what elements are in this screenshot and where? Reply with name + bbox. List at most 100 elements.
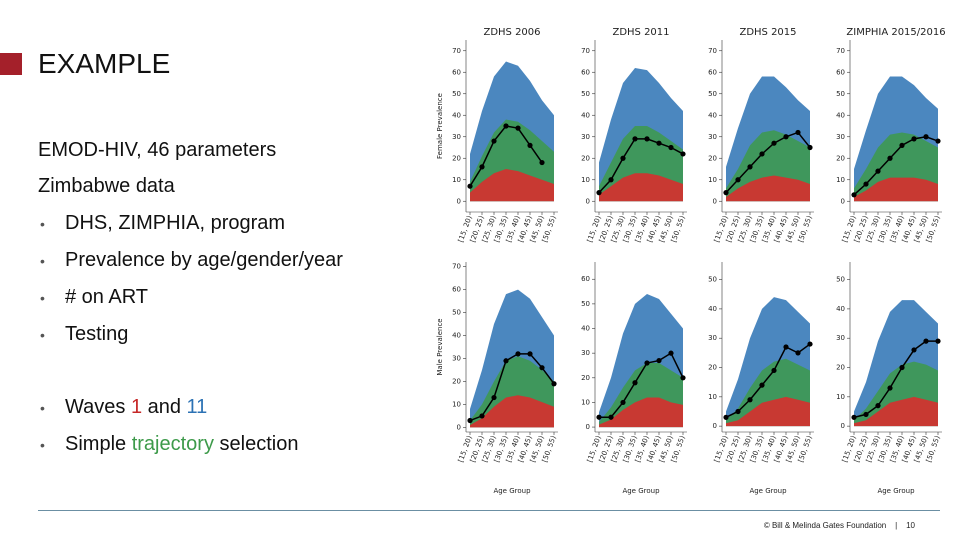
footer: © Bill & Melinda Gates Foundation | 10 xyxy=(764,521,915,530)
slide-title: EXAMPLE xyxy=(38,48,171,79)
observed-point xyxy=(851,414,857,420)
simulation-band xyxy=(726,175,810,202)
y-tick-label: 50 xyxy=(581,300,590,308)
observed-point xyxy=(723,414,729,420)
y-tick-label: 50 xyxy=(581,90,590,98)
y-tick-label: 30 xyxy=(581,349,590,357)
text-line: EMOD-HIV, 46 parameters xyxy=(38,139,277,161)
chart-title: ZDHS 2006 xyxy=(483,27,540,38)
y-tick-label: 10 xyxy=(708,176,717,184)
bullet: # on ART xyxy=(38,286,148,309)
y-tick-label: 60 xyxy=(452,68,461,76)
simulation-band xyxy=(599,397,683,428)
y-tick-label: 20 xyxy=(581,154,590,162)
observed-point xyxy=(759,382,765,388)
y-tick-label: 0 xyxy=(586,423,590,431)
y-tick-label: 30 xyxy=(452,133,461,141)
y-tick-label: 0 xyxy=(457,197,461,205)
observed-point xyxy=(935,138,941,144)
observed-point xyxy=(747,164,753,170)
observed-point xyxy=(479,413,485,419)
y-tick-label: 60 xyxy=(581,68,590,76)
page-number: 10 xyxy=(906,521,915,530)
observed-point xyxy=(887,155,893,161)
x-axis-label: Age Group xyxy=(749,487,787,495)
y-tick-label: 10 xyxy=(581,176,590,184)
bullet: Simple trajectory selection xyxy=(38,433,298,456)
observed-point xyxy=(620,155,626,161)
observed-point xyxy=(668,144,674,151)
observed-point xyxy=(539,159,545,166)
observed-point xyxy=(491,394,497,401)
y-tick-label: 40 xyxy=(836,305,845,313)
y-tick-label: 70 xyxy=(452,263,461,271)
text: selection xyxy=(213,433,299,455)
y-tick-label: 30 xyxy=(452,354,461,362)
observed-point xyxy=(923,134,929,140)
y-tick-label: 30 xyxy=(708,334,717,342)
simulation-band xyxy=(599,173,683,202)
y-tick-label: 0 xyxy=(457,423,461,431)
y-tick-label: 70 xyxy=(581,47,590,55)
y-tick-label: 30 xyxy=(836,133,845,141)
observed-point xyxy=(503,358,509,364)
chart-title: ZIMPHIA 2015/2016 xyxy=(846,27,945,38)
y-tick-label: 40 xyxy=(452,111,461,119)
text: trajectory xyxy=(131,433,214,455)
observed-point xyxy=(771,367,777,374)
observed-point xyxy=(656,357,662,364)
observed-point xyxy=(863,411,869,418)
y-tick-label: 20 xyxy=(836,154,845,162)
y-tick-label: 60 xyxy=(581,275,590,283)
bullet: Waves 1 and 11 xyxy=(38,396,207,419)
y-tick-label: 30 xyxy=(708,133,717,141)
y-tick-label: 50 xyxy=(708,276,717,284)
y-tick-label: 60 xyxy=(452,286,461,294)
y-tick-label: 20 xyxy=(452,377,461,385)
observed-point xyxy=(795,129,801,136)
observed-point xyxy=(608,177,614,183)
y-tick-label: 70 xyxy=(836,47,845,55)
text-line: Zimbabwe data xyxy=(38,175,175,197)
bullet: Prevalence by age/gender/year xyxy=(38,249,343,272)
y-tick-label: 0 xyxy=(841,197,845,205)
observed-point xyxy=(644,360,650,366)
observed-point xyxy=(747,397,753,403)
y-tick-label: 20 xyxy=(836,364,845,372)
y-tick-label: 10 xyxy=(452,400,461,408)
observed-point xyxy=(656,140,662,146)
y-tick-label: 50 xyxy=(452,309,461,317)
observed-point xyxy=(503,123,509,129)
x-axis-label: Age Group xyxy=(622,487,660,495)
y-tick-label: 40 xyxy=(708,111,717,119)
bullet: Testing xyxy=(38,323,128,346)
y-tick-label: 40 xyxy=(452,332,461,340)
y-tick-label: 60 xyxy=(836,68,845,76)
chart-title: ZDHS 2011 xyxy=(612,27,669,38)
y-tick-label: 70 xyxy=(708,47,717,55)
observed-point xyxy=(783,344,789,350)
simulation-band xyxy=(854,177,938,202)
observed-point xyxy=(527,142,533,148)
observed-point xyxy=(771,140,777,146)
observed-point xyxy=(515,351,521,357)
observed-point xyxy=(911,347,917,353)
observed-point xyxy=(807,341,813,347)
observed-point xyxy=(596,190,602,196)
y-tick-label: 50 xyxy=(708,90,717,98)
y-tick-label: 40 xyxy=(708,305,717,313)
bullet: DHS, ZIMPHIA, program xyxy=(38,212,285,235)
observed-point xyxy=(759,151,765,157)
y-tick-label: 40 xyxy=(581,325,590,333)
observed-point xyxy=(467,183,473,189)
observed-point xyxy=(887,385,893,391)
observed-point xyxy=(875,403,881,409)
observed-point xyxy=(680,151,686,157)
observed-point xyxy=(723,190,729,196)
y-axis-label: Male Prevalence xyxy=(436,318,444,375)
observed-point xyxy=(735,408,741,415)
y-tick-label: 70 xyxy=(452,47,461,55)
observed-point xyxy=(608,414,614,420)
footer-text: © Bill & Melinda Gates Foundation xyxy=(763,521,887,530)
simulation-band xyxy=(726,396,810,427)
